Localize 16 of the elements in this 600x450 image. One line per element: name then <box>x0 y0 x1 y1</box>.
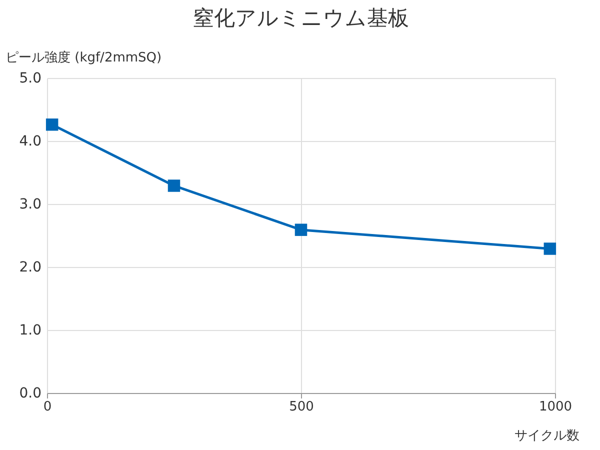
chart-title: 窒化アルミニウム基板 <box>193 6 409 30</box>
x-tick-label: 0 <box>43 400 52 414</box>
x-tick-label: 1000 <box>538 400 572 414</box>
y-axis-title: ピール強度 (kgf/2mmSQ) <box>6 50 162 66</box>
y-tick-label: 2.0 <box>19 260 42 276</box>
y-tick-label: 1.0 <box>19 322 42 338</box>
y-tick-label: 3.0 <box>19 196 42 212</box>
y-tick-label: 5.0 <box>19 70 42 86</box>
point <box>46 118 58 131</box>
point <box>544 242 556 255</box>
y-tick-label: 0.0 <box>19 386 42 402</box>
point <box>168 180 180 192</box>
x-axis-title: サイクル数 <box>514 428 580 444</box>
y-tick-label: 4.0 <box>19 134 42 150</box>
x-tick-label: 500 <box>289 400 314 414</box>
point <box>294 224 308 236</box>
